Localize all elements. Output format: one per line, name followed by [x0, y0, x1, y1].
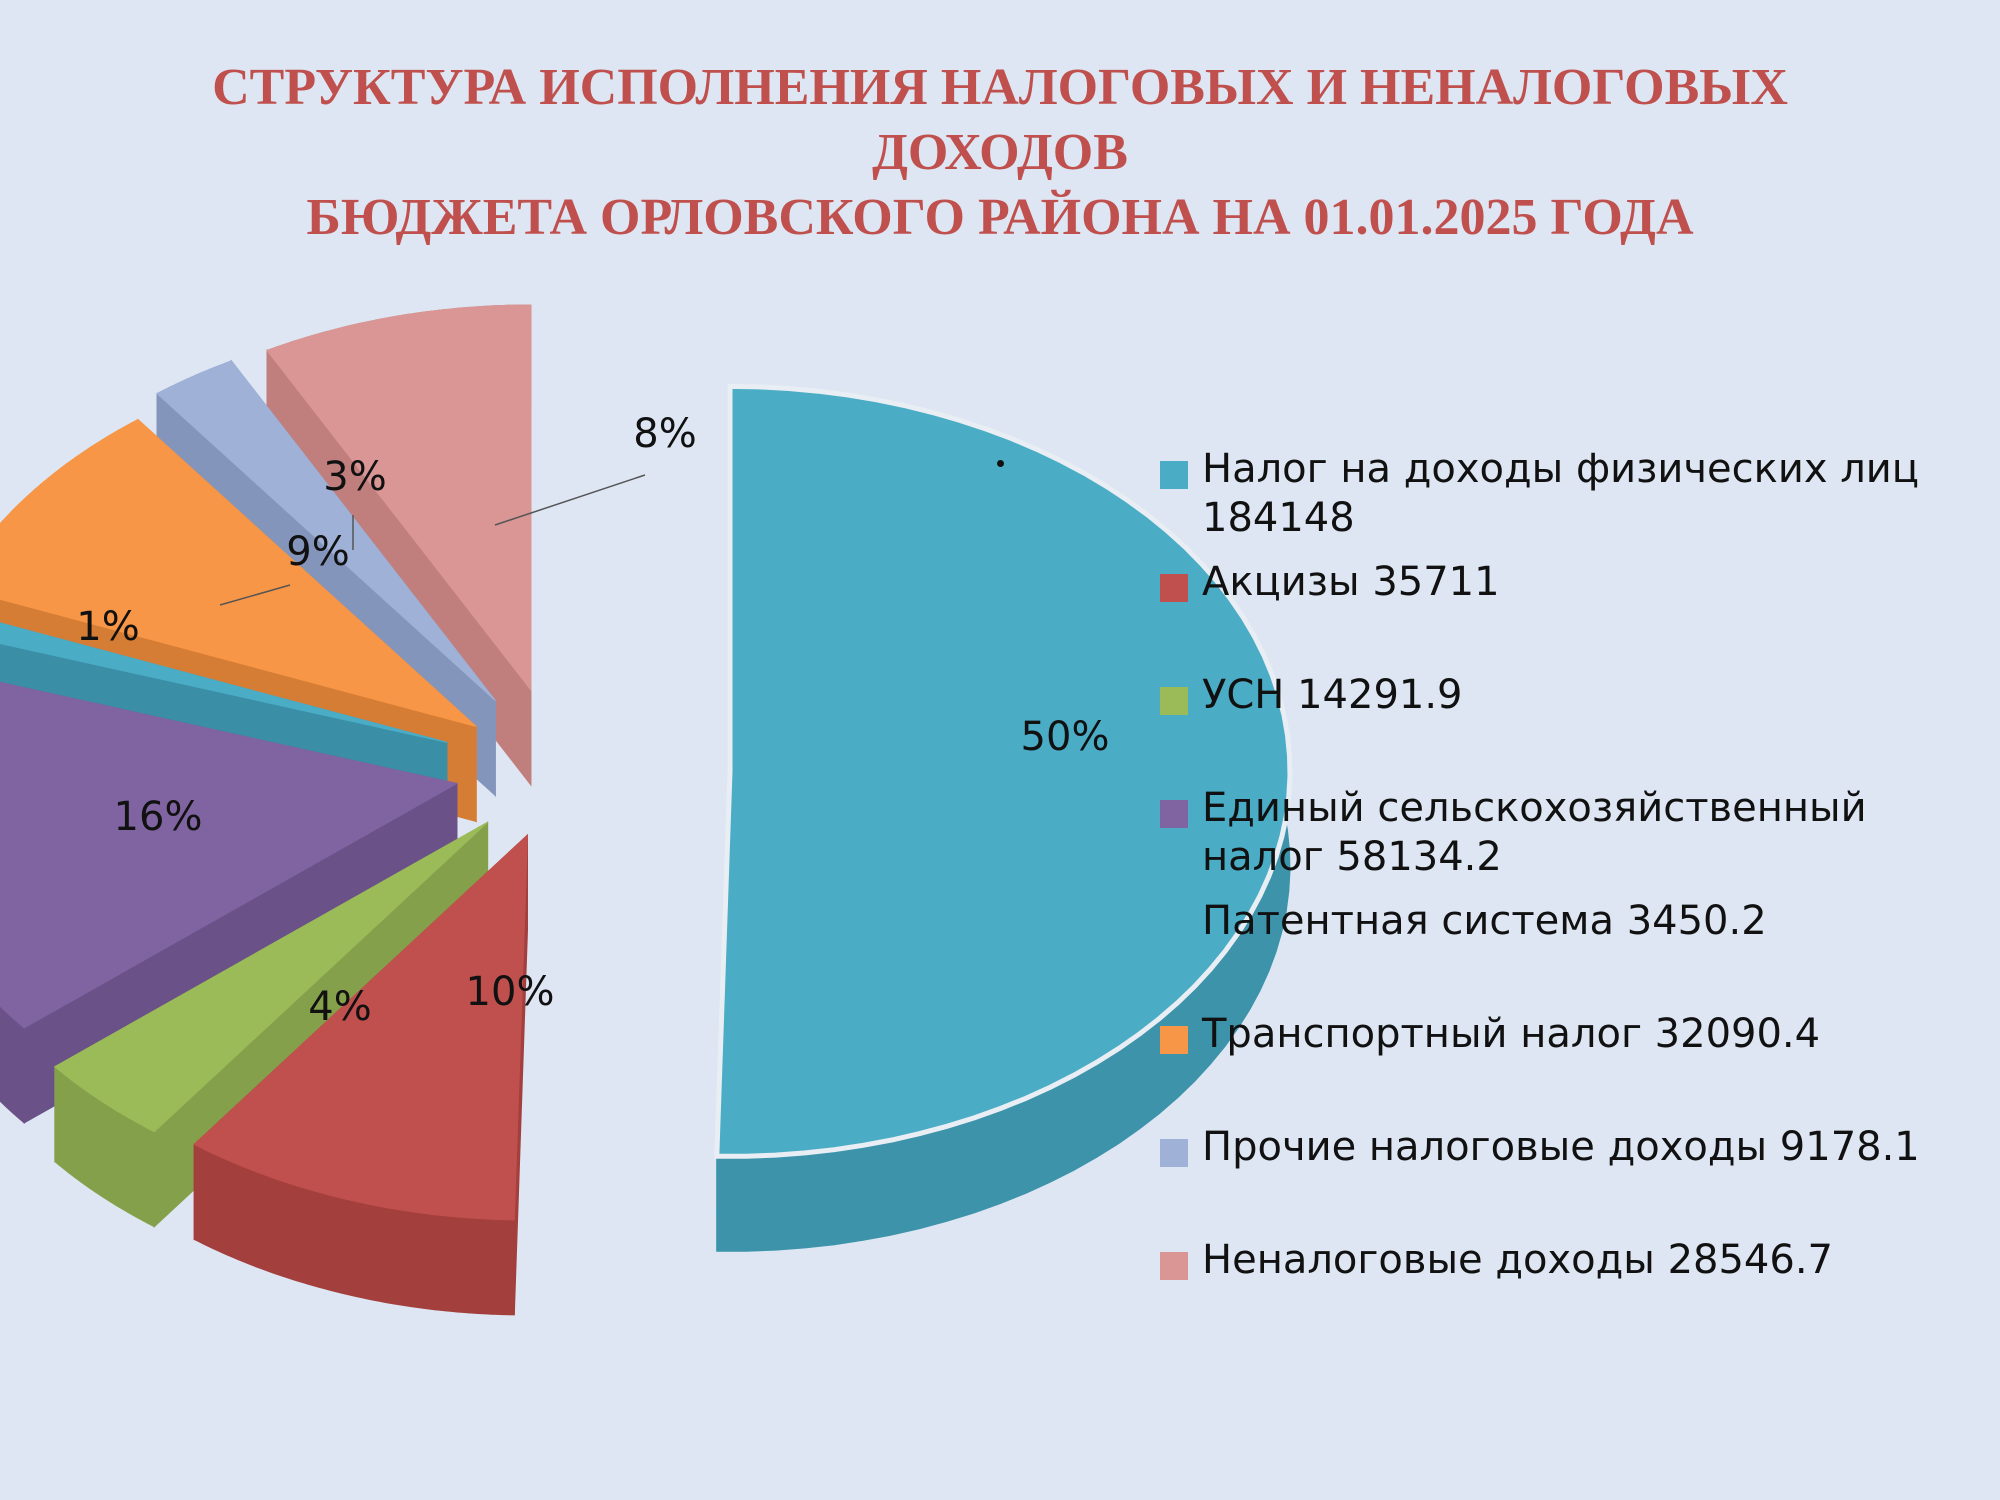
- data-label-2: 10%: [466, 969, 555, 1015]
- leader-line-6: [219, 584, 291, 606]
- legend-label-1: Налог на доходы физических лиц 184148: [1202, 446, 1919, 541]
- chart-title-line-1: СТРУКТУРА ИСПОЛНЕНИЯ НАЛОГОВЫХ И НЕНАЛОГ…: [212, 59, 1788, 116]
- legend-item-5: Патентная система 3450.2: [1160, 897, 1980, 1010]
- pie-slice-top-7: [156, 360, 496, 701]
- legend-item-2: Акцизы 35711: [1160, 558, 1980, 671]
- legend-swatch-5: [1160, 913, 1188, 941]
- legend-swatch-3: [1160, 687, 1188, 715]
- legend-label-4: Единый сельскохозяйственный налог 58134.…: [1202, 785, 1867, 880]
- legend-label-2: Акцизы 35711: [1202, 559, 1500, 605]
- legend-item-8: Неналоговые доходы 28546.7: [1160, 1236, 1980, 1349]
- legend-item-4: Единый сельскохозяйственный налог 58134.…: [1160, 784, 1980, 897]
- chart-legend: Налог на доходы физических лиц 184148 Акц…: [1160, 445, 1980, 1349]
- legend-item-1: Налог на доходы физических лиц 184148: [1160, 445, 1980, 558]
- stray-dot: [997, 460, 1004, 467]
- chart-title-line-3: БЮДЖЕТА ОРЛОВСКОГО РАЙОНА НА 01.01.2025 …: [306, 189, 1694, 246]
- leader-line-8: [494, 474, 646, 526]
- pie-slice-top-5: [0, 622, 448, 743]
- legend-label-5: Патентная система 3450.2: [1202, 898, 1767, 944]
- pie-slice-top-6: [0, 418, 477, 727]
- data-label-7: 3%: [323, 454, 386, 500]
- pie-slice-top-4: [0, 681, 459, 1029]
- legend-label-7: Прочие налоговые доходы 9178.1: [1202, 1124, 1920, 1170]
- pie-slice-top-1: [714, 383, 1293, 1159]
- data-label-3: 4%: [308, 984, 371, 1030]
- chart-title: СТРУКТУРА ИСПОЛНЕНИЯ НАЛОГОВЫХ И НЕНАЛОГ…: [0, 55, 2000, 250]
- pie-slice-2: [193, 833, 529, 1316]
- legend-item-7: Прочие налоговые доходы 9178.1: [1160, 1123, 1980, 1236]
- legend-item-3: УСН 14291.9: [1160, 671, 1980, 784]
- legend-label-8: Неналоговые доходы 28546.7: [1202, 1237, 1833, 1283]
- legend-swatch-6: [1160, 1026, 1188, 1054]
- pie-slice-side-4: [0, 1005, 25, 1124]
- legend-swatch-8: [1160, 1252, 1188, 1280]
- pie-slice-top-3: [54, 821, 488, 1133]
- pie-slice-1: [714, 383, 1293, 1252]
- chart-title-line-2: ДОХОДОВ: [872, 124, 1128, 181]
- legend-label-3: УСН 14291.9: [1202, 672, 1463, 718]
- data-label-4: 16%: [114, 794, 203, 840]
- legend-swatch-2: [1160, 574, 1188, 602]
- data-label-5: 1%: [76, 604, 139, 650]
- pie-slice-top-8: [266, 304, 532, 692]
- pie-slice-top-2: [193, 833, 529, 1221]
- data-label-1: 50%: [1021, 714, 1110, 760]
- data-label-8: 8%: [633, 411, 696, 457]
- legend-swatch-4: [1160, 800, 1188, 828]
- legend-swatch-1: [1160, 461, 1188, 489]
- legend-swatch-7: [1160, 1139, 1188, 1167]
- data-label-6: 9%: [286, 529, 349, 575]
- legend-item-6: Транспортный налог 32090.4: [1160, 1010, 1980, 1123]
- legend-label-6: Транспортный налог 32090.4: [1202, 1011, 1821, 1057]
